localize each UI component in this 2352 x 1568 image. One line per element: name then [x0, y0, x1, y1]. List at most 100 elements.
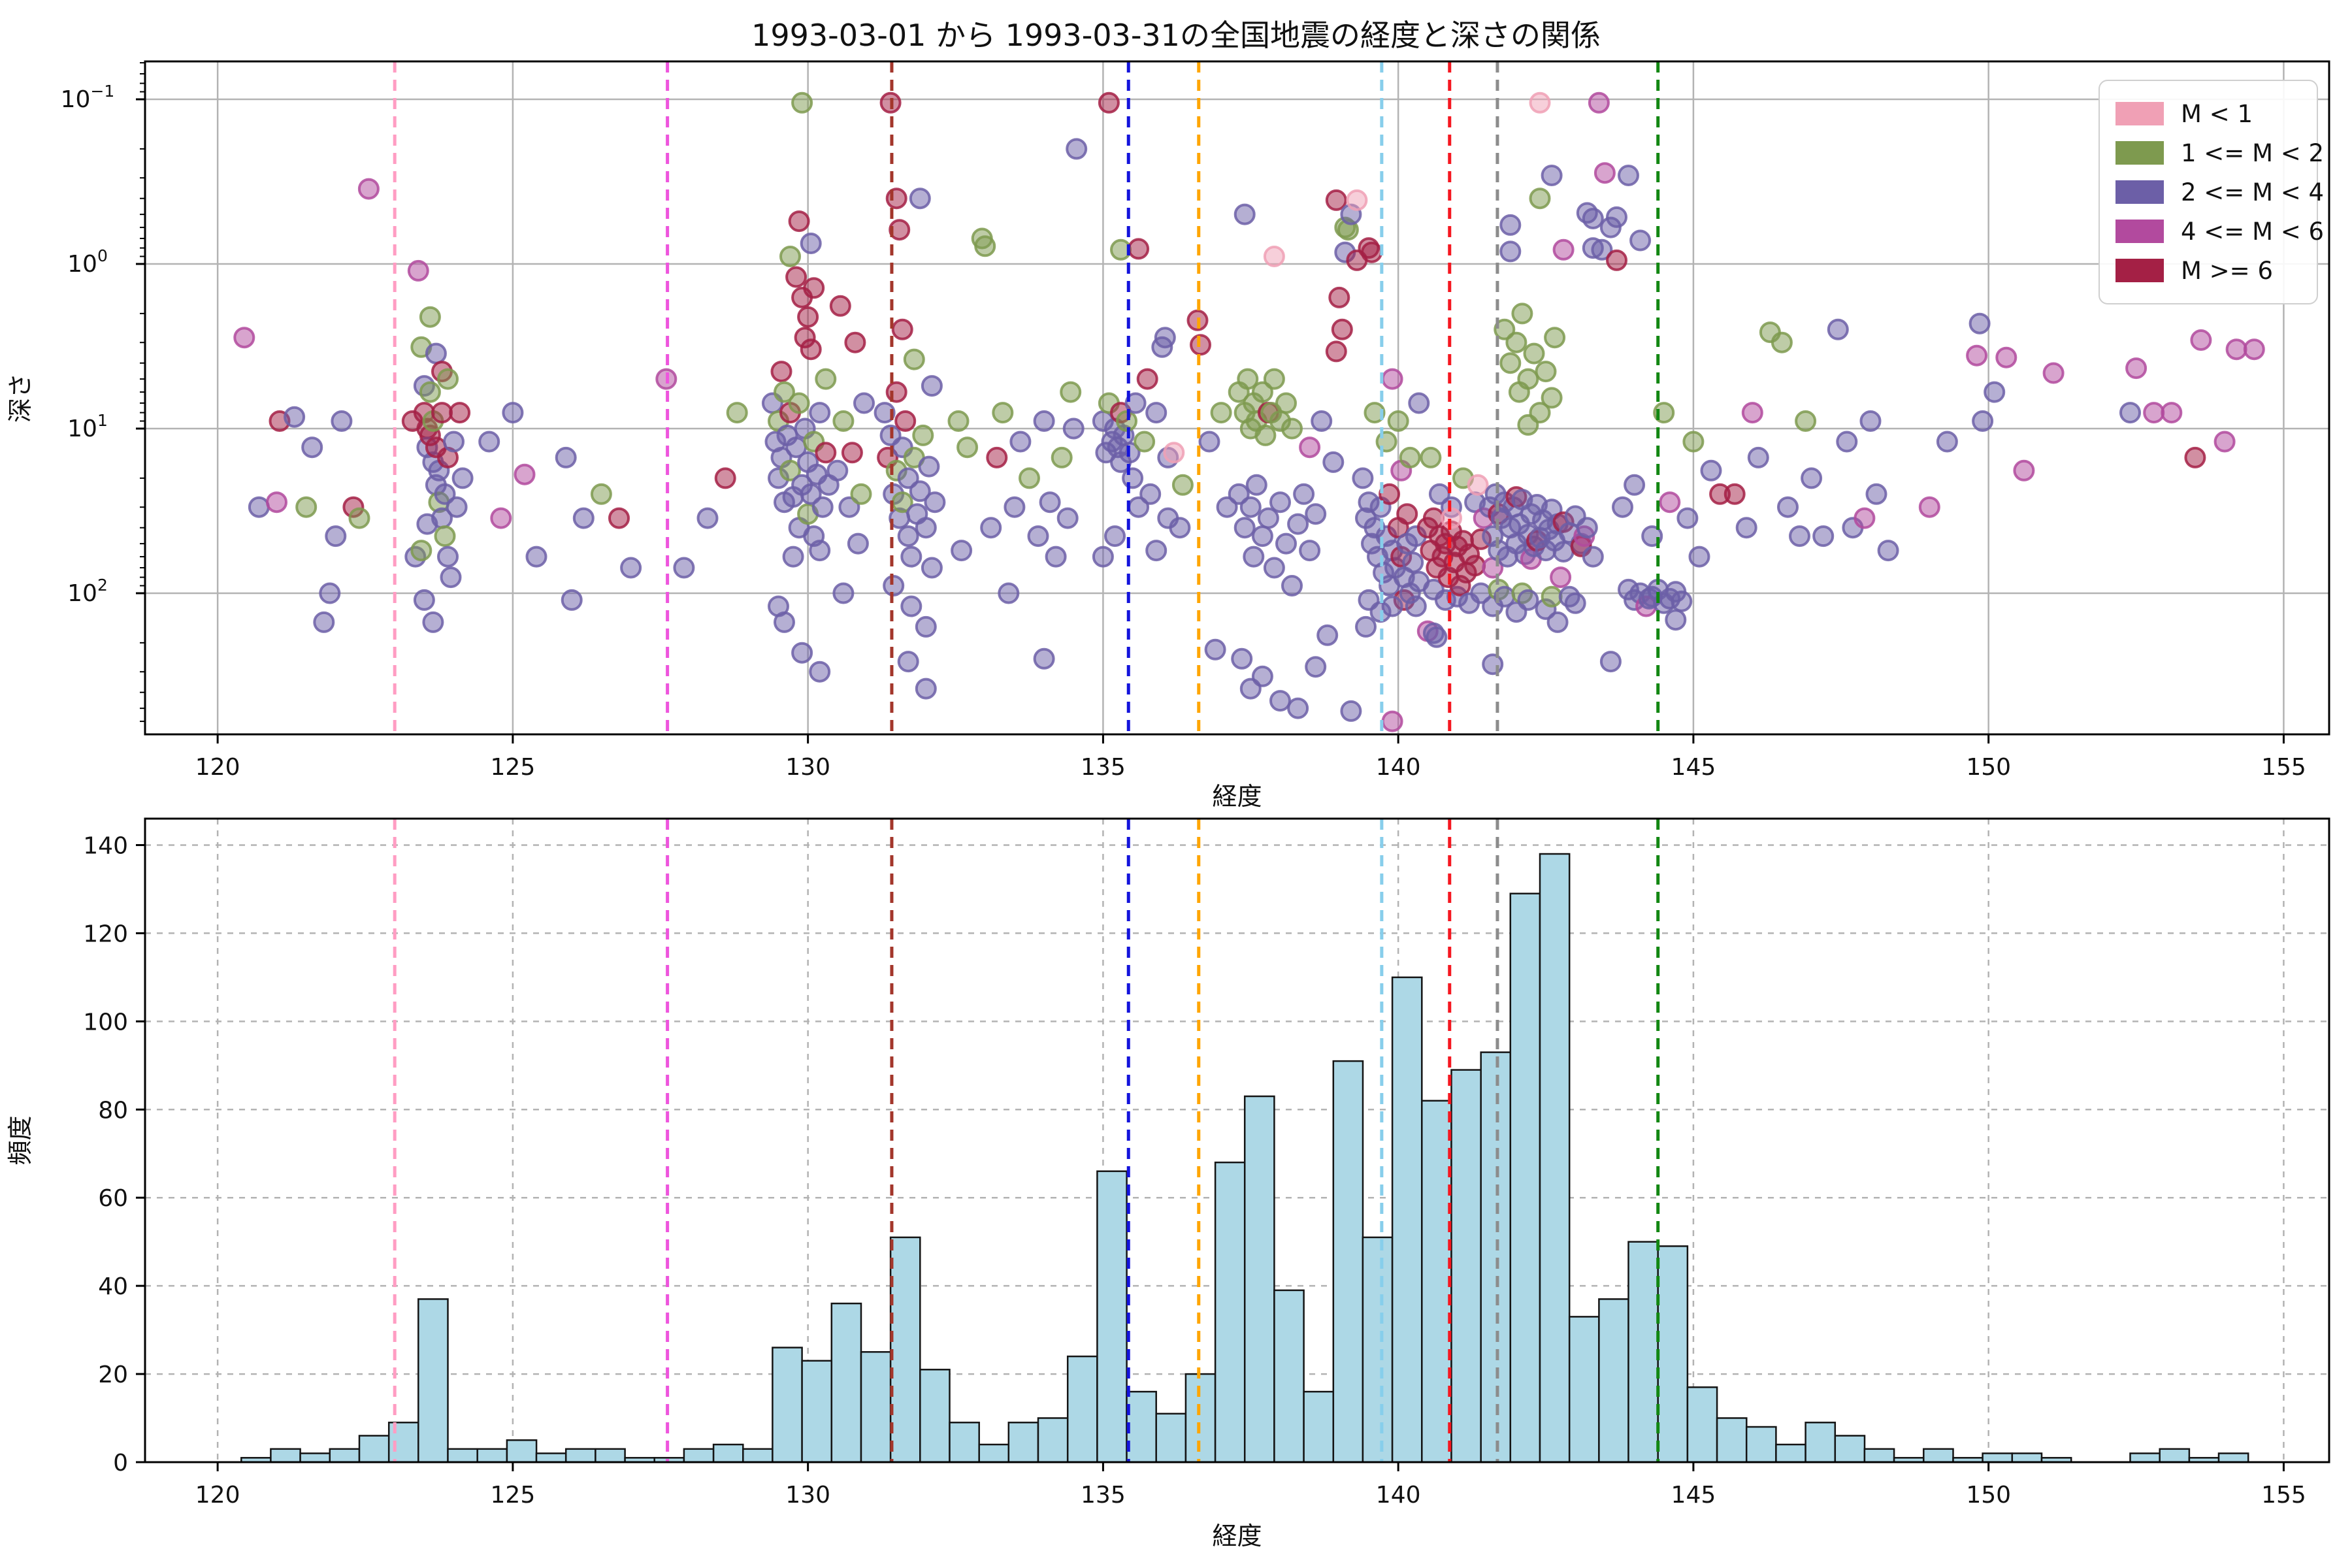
scatter-point: [1128, 238, 1150, 260]
chart-title: 1993-03-01 から 1993-03-31の全国地震の経度と深さの関係: [751, 18, 1601, 53]
scatter-point: [1676, 507, 1699, 529]
histogram-bar: [1509, 892, 1541, 1463]
scatter-point: [1293, 483, 1315, 505]
y-tick-label: 120: [83, 921, 128, 947]
scatter-point: [1062, 417, 1085, 440]
scatter-point: [1422, 507, 1445, 529]
x-tick-label: 135: [1081, 1482, 1126, 1509]
histogram-bar: [1834, 1435, 1866, 1463]
histogram-bar: [1391, 976, 1423, 1463]
histogram-bar: [2217, 1452, 2249, 1463]
histogram-bar: [1539, 853, 1571, 1463]
scatter-point: [1968, 312, 1991, 335]
scatter-point: [1606, 206, 1627, 228]
histogram-bar: [1568, 1316, 1600, 1463]
y-axis-label: 深さ: [6, 373, 35, 423]
scatter-point: [838, 496, 860, 518]
scatter-point: [1122, 467, 1144, 489]
scatter-point: [1599, 651, 1622, 673]
histogram-bar: [506, 1439, 538, 1463]
scatter-point: [1328, 286, 1350, 308]
histogram-bar: [712, 1443, 744, 1463]
histogram-bar: [1657, 1245, 1689, 1463]
histogram-bar: [1450, 1069, 1482, 1463]
scatter-point: [974, 235, 996, 257]
scatter-point: [1795, 410, 1817, 432]
scatter-point: [1588, 91, 1610, 114]
scatter-point: [1375, 431, 1397, 453]
scatter-point: [437, 368, 459, 390]
histogram-bar: [1155, 1413, 1187, 1463]
scatter-point: [909, 188, 931, 210]
scatter-point: [1591, 238, 1613, 261]
scatter-point: [1511, 302, 1533, 325]
scatter-point: [924, 491, 946, 514]
scatter-point: [791, 642, 813, 664]
scatter-point: [921, 557, 943, 579]
histogram-bar: [1214, 1161, 1246, 1463]
legend-swatch: [2115, 180, 2164, 204]
scatter-point: [1251, 381, 1273, 403]
y-axis-label: 頻度: [6, 1115, 35, 1165]
scatter-point: [1552, 238, 1575, 261]
scatter-point: [1546, 611, 1569, 633]
histogram-bar: [949, 1422, 980, 1463]
scatter-point: [791, 91, 813, 114]
scatter-point: [915, 678, 937, 700]
scatter-point: [832, 410, 855, 432]
histogram-bar: [595, 1448, 626, 1463]
scatter-point: [1499, 352, 1522, 374]
scatter-point: [1039, 491, 1061, 514]
scatter-point: [446, 496, 468, 518]
scatter-point: [998, 582, 1020, 604]
scatter-point: [1741, 402, 1763, 424]
scatter-point: [918, 455, 940, 478]
scatter-point: [782, 546, 804, 568]
legend: M < 1 1 <= M < 2 2 <= M < 4 4 <= M < 6 M >= …: [2099, 80, 2324, 304]
scatter-point: [572, 507, 595, 529]
histogram-bar: [1775, 1443, 1806, 1463]
scatter-point: [900, 546, 923, 568]
scatter-point: [1092, 546, 1114, 568]
scatter-point: [726, 402, 748, 424]
scatter-point: [1381, 368, 1403, 390]
scatter-point: [889, 219, 911, 241]
scatter-point: [1171, 474, 1194, 496]
scatter-point: [1198, 431, 1220, 453]
histogram-bar: [889, 1236, 921, 1463]
scatter-point: [1210, 402, 1232, 424]
y-tick-label: 60: [98, 1185, 128, 1212]
scatter-point: [1004, 496, 1026, 518]
scatter-point: [1033, 647, 1055, 670]
scatter-point: [1541, 165, 1563, 186]
legend-item: M < 1: [2115, 94, 2301, 133]
scatter-point: [1190, 334, 1211, 356]
scatter-point: [348, 507, 370, 529]
scatter-point: [1405, 595, 1427, 617]
scatter-point: [829, 295, 851, 317]
scatter-point: [788, 210, 810, 233]
scatter-point: [1464, 555, 1486, 577]
scatter-point: [1027, 525, 1049, 547]
x-tick-label: 120: [195, 754, 240, 781]
scatter-point: [1494, 318, 1516, 340]
x-tick-label: 150: [1966, 1482, 2011, 1509]
scatter-point: [1541, 387, 1563, 409]
scatter-point: [1618, 165, 1639, 186]
scatter-point: [1233, 517, 1256, 539]
scatter-point: [2119, 402, 2141, 424]
scatter-point: [1827, 318, 1849, 340]
scatter-point: [1441, 507, 1462, 529]
histogram-bar: [270, 1448, 301, 1463]
scatter-point: [478, 431, 500, 453]
scatter-point: [2042, 362, 2065, 384]
scatter-point: [490, 507, 512, 529]
scatter-point: [331, 410, 353, 432]
histogram-bar: [1421, 1100, 1452, 1463]
scatter-point: [1340, 700, 1362, 722]
scatter-point: [1163, 442, 1185, 464]
histogram-bar: [1096, 1170, 1128, 1463]
scatter-point: [811, 496, 834, 518]
scatter-point: [1169, 517, 1191, 539]
scatter-point: [1254, 424, 1277, 446]
